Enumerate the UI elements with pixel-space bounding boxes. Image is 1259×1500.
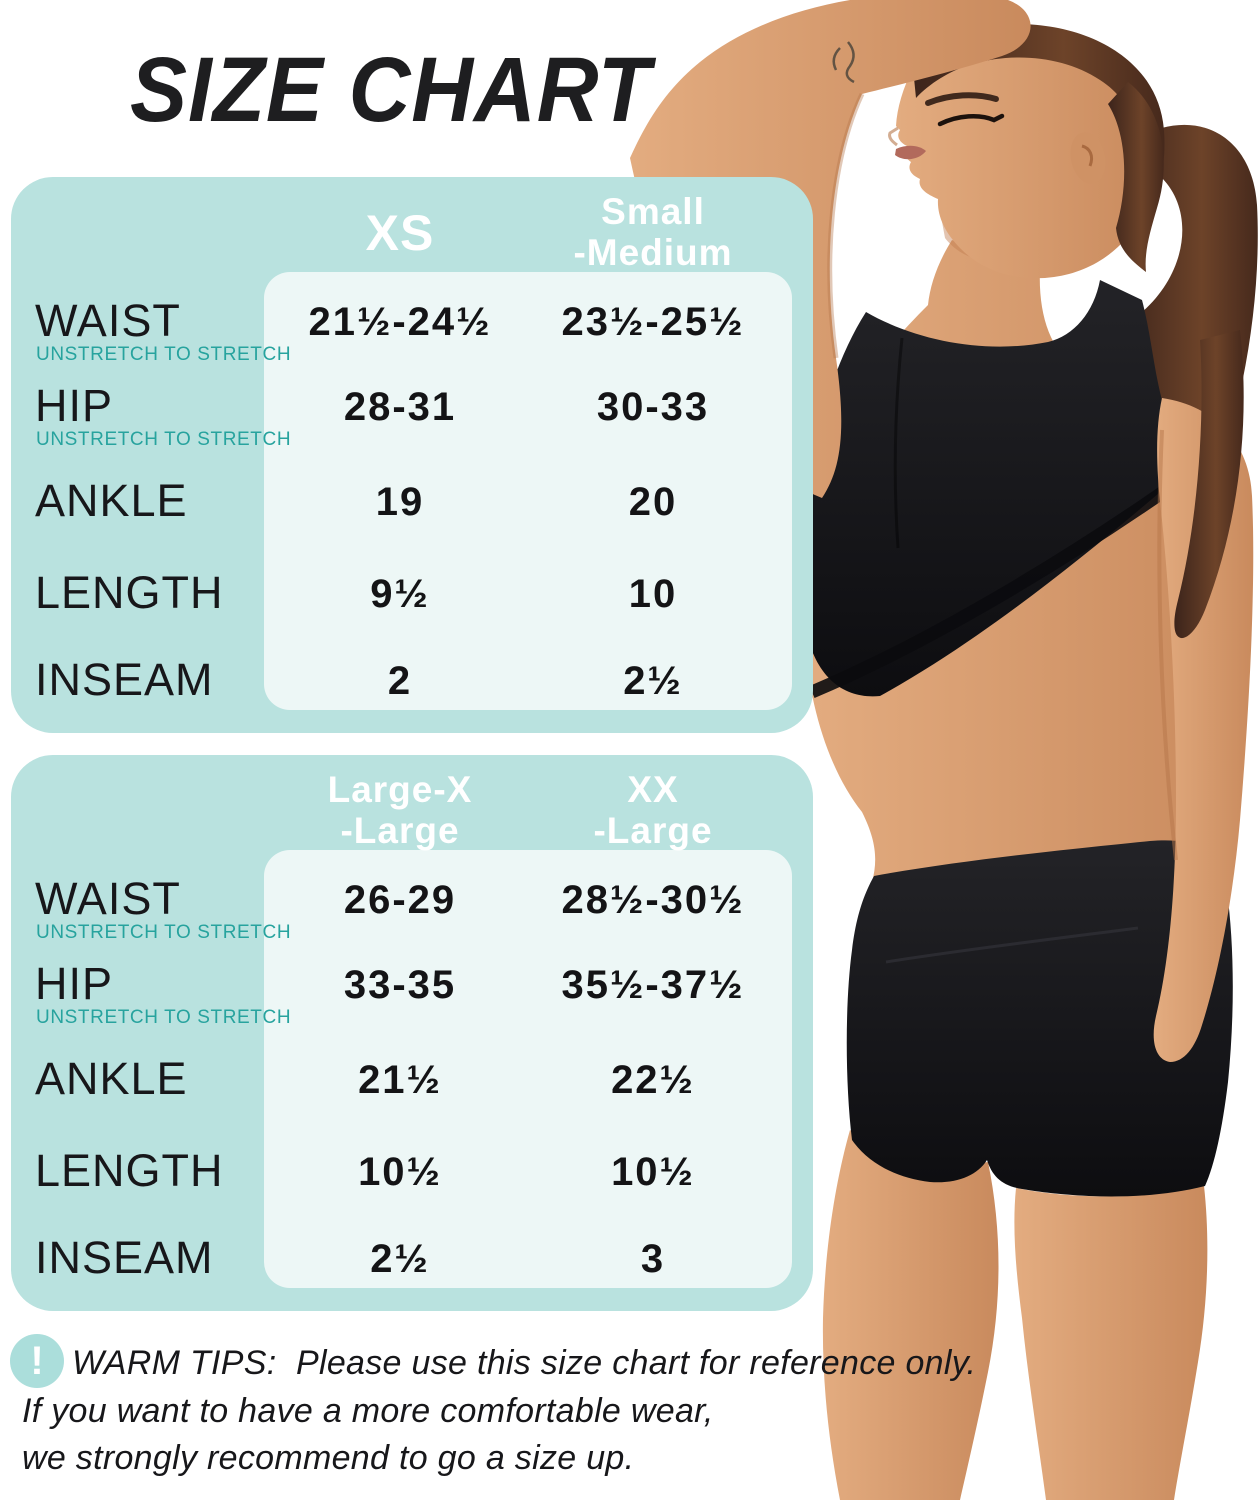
size-value: 23½-25½ [561,300,745,344]
size-column-header: Small -Medium [528,187,778,279]
size-value: 10½ [611,1150,695,1194]
legs [822,1130,1208,1500]
hair-top [913,23,1165,272]
size-value: 26-29 [343,878,457,922]
shorts [846,840,1233,1197]
warm-tips-line-2: If you want to have a more comfortable w… [22,1392,714,1430]
size-column-header: XX -Large [528,765,778,857]
size-value: 33-35 [343,963,457,1007]
eyebrow [925,92,999,106]
size-value: 10 [628,572,678,616]
table-values-panel [264,850,792,1288]
measurement-label: LENGTH [35,567,224,618]
measurement-sublabel: UNSTRETCH TO STRETCH [36,1007,292,1028]
size-table-large-to-xxlarge: Large-X -Large XX -Large WAIST UNSTRETCH TO S… [11,755,813,1311]
table-row: HIP UNSTRETCH TO STRETCH 33-35 35½-37½ [11,958,813,1048]
header-line: Large-X [327,769,473,811]
size-value: 10½ [358,1150,442,1194]
hanging-arm [1153,330,1254,1062]
measurement-label: ANKLE [35,475,188,526]
ear [1070,132,1106,184]
sports-bra [800,280,1170,698]
table-row: INSEAM 2½ 3 [11,1232,813,1322]
table-values-panel [264,272,792,710]
table-row: WAIST UNSTRETCH TO STRETCH 21½-24½ 23½-25½ [11,295,813,385]
size-value: 21½ [358,1058,442,1102]
wrist-tattoo [832,41,855,84]
header-line: -Large [340,810,460,851]
measurement-label: LENGTH [35,1145,224,1196]
size-value: 2½ [370,1237,430,1281]
exclamation-circle-icon: ! [10,1334,64,1388]
closed-eye [937,113,1005,127]
table-row: INSEAM 2 2½ [11,654,813,744]
measurement-label: WAIST [35,873,181,924]
measurement-label: WAIST [35,295,181,346]
size-value: 21½-24½ [308,300,492,344]
header-line: -Medium [573,232,733,273]
table-row: ANKLE 19 20 [11,475,813,565]
nose [888,126,899,147]
size-table-xs-to-medium: XS Small -Medium WAIST UNSTRETCH TO STRETCH 2… [11,177,813,733]
measurement-label: INSEAM [35,654,214,705]
lips [895,145,926,160]
header-line: XX [627,769,679,811]
size-column-header: XS [275,187,525,279]
header-line: XS [365,204,435,261]
size-value: 2 [387,659,413,703]
size-value: 35½-37½ [561,963,745,1007]
page-title: SIZE CHART [130,39,652,141]
table-row: ANKLE 21½ 22½ [11,1053,813,1143]
table-row: LENGTH 9½ 10 [11,567,813,657]
head-face [888,31,1156,279]
measurement-sublabel: UNSTRETCH TO STRETCH [36,344,292,365]
measurement-label: ANKLE [35,1053,188,1104]
measurement-label: HIP [35,958,114,1009]
measurement-sublabel: UNSTRETCH TO STRETCH [36,429,292,450]
size-value: 9½ [370,572,430,616]
size-value: 3 [640,1237,666,1281]
measurement-label: HIP [35,380,114,431]
warm-tips-line-3: we strongly recommend to go a size up. [22,1439,635,1477]
size-value: 22½ [611,1058,695,1102]
measurement-label: INSEAM [35,1232,214,1283]
size-column-header: Large-X -Large [275,765,525,857]
table-row: LENGTH 10½ 10½ [11,1145,813,1235]
header-line: -Large [593,810,713,851]
size-value: 28½-30½ [561,878,745,922]
measurement-sublabel: UNSTRETCH TO STRETCH [36,922,292,943]
ponytail-strand [1174,330,1244,639]
size-value: 2½ [623,659,683,703]
header-line: Small [601,191,705,233]
warm-tips-line-1: WARM TIPS: Please use this size chart fo… [72,1344,977,1382]
size-value: 20 [628,480,678,524]
size-value: 30-33 [596,385,710,429]
size-value: 28-31 [343,385,457,429]
table-row: HIP UNSTRETCH TO STRETCH 28-31 30-33 [11,380,813,470]
table-row: WAIST UNSTRETCH TO STRETCH 26-29 28½-30½ [11,873,813,963]
size-value: 19 [375,480,425,524]
